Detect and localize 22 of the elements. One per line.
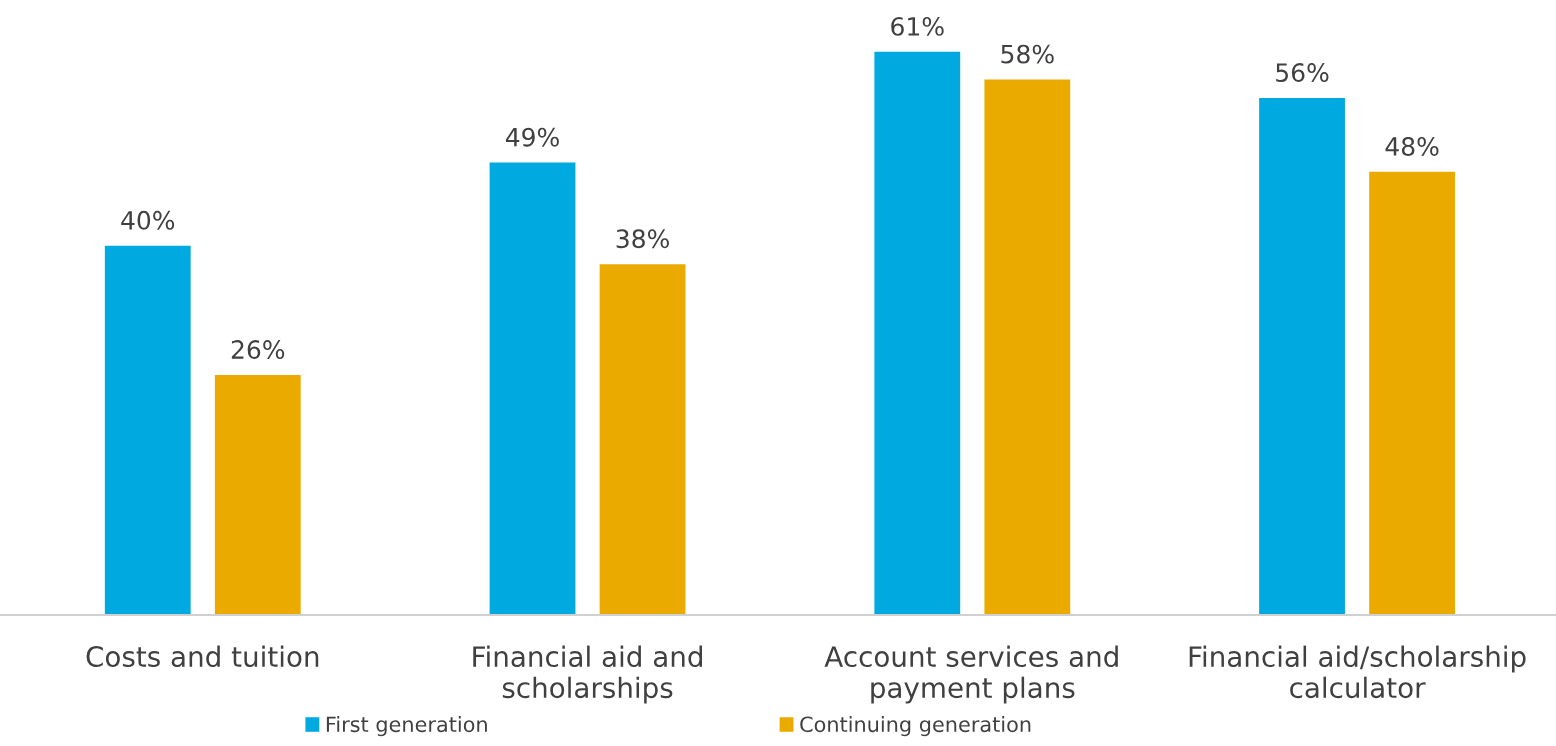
legend-label: Continuing generation — [800, 716, 1031, 737]
data-label: 56% — [1276, 63, 1329, 83]
x-tick-label: Costs and tuition — [86, 645, 319, 668]
bar — [599, 264, 686, 615]
bar — [214, 374, 301, 615]
data-label: 49% — [505, 127, 559, 147]
bar — [1369, 171, 1455, 615]
bar — [984, 79, 1071, 615]
data-label: 61% — [891, 16, 944, 36]
x-tick-label: Account services and payment plans — [824, 645, 1118, 704]
data-label: 58% — [1001, 44, 1054, 64]
bar — [874, 51, 961, 615]
data-label: 48% — [1385, 136, 1439, 156]
bar — [104, 245, 191, 615]
x-tick-label: Financial aid/scholarship calculator — [1189, 645, 1526, 699]
data-label: 26% — [231, 340, 285, 359]
x-tick-label: Financial aid and scholarships — [473, 645, 702, 704]
bar — [1259, 97, 1345, 615]
data-label: 38% — [616, 229, 669, 249]
data-label: 40% — [121, 210, 175, 230]
bar — [489, 162, 576, 615]
legend-label: First generation — [326, 716, 487, 737]
